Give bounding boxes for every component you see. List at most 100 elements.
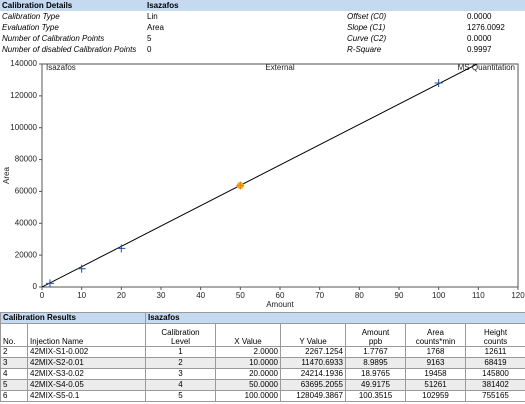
result-cell: 5 <box>0 379 28 391</box>
result-cell: 2.0000 <box>215 346 281 358</box>
column-header-line: Height <box>483 328 508 337</box>
result-cell: 20.0000 <box>215 368 281 380</box>
y-tick-label: 20000 <box>15 250 38 259</box>
plot-frame <box>41 63 519 288</box>
point-cross <box>77 264 86 273</box>
section-title: Calibration Results <box>0 312 146 324</box>
column-header-row: No. Injection Name Calibration Level X Value… <box>0 323 525 347</box>
result-cell: 42MIX-S5-0.1 <box>27 390 146 402</box>
x-tick-label: 70 <box>315 291 324 300</box>
detail-row: Number of Calibration Points 5 Curve (C2) 0… <box>0 33 525 44</box>
column-header: Injection Name <box>27 323 146 347</box>
x-tick-label: 60 <box>276 291 285 300</box>
data-point <box>236 181 245 190</box>
result-cell: 1768 <box>405 346 466 358</box>
result-row: 6 42MIX-S5-0.1 5 100.0000 128049.3867 100.351… <box>0 390 525 402</box>
data-point <box>434 79 443 88</box>
result-cell: 6 <box>0 390 28 402</box>
result-cell: 9163 <box>405 357 466 369</box>
column-header-line: counts <box>483 337 508 346</box>
column-header: Amount ppb <box>345 323 406 347</box>
point-cross <box>434 79 443 88</box>
column-header-line: No. <box>3 337 16 346</box>
result-cell: 145800 <box>464 368 525 380</box>
detail-label: Curve (C2) <box>347 33 387 43</box>
column-header-line: Y Value <box>299 337 327 346</box>
point-cross <box>45 279 54 288</box>
detail-label: Evaluation Type <box>2 22 59 32</box>
result-cell: 50.0000 <box>215 379 281 391</box>
y-tick-label: 60000 <box>15 187 38 196</box>
chart-subtitle: External <box>265 63 295 72</box>
x-tick-label: 90 <box>395 291 404 300</box>
point-cross <box>117 244 126 253</box>
x-tick-label: 30 <box>157 291 166 300</box>
x-tick-label: 110 <box>472 291 485 300</box>
detail-row: Calibration Type Lin Offset (C0) 0.0000 <box>0 11 525 22</box>
detail-label: Calibration Type <box>2 11 60 21</box>
detail-value: Lin <box>147 11 158 21</box>
column-header: X Value <box>215 323 281 347</box>
chart-title: Isazafos <box>46 63 76 72</box>
detail-value: 5 <box>147 33 152 43</box>
result-cell: 5 <box>145 390 216 402</box>
data-point <box>45 279 54 288</box>
result-cell: 755165 <box>464 390 525 402</box>
detail-value: 1276.0092 <box>467 22 505 32</box>
x-tick-label: 50 <box>236 291 245 300</box>
detail-value: Area <box>147 22 164 32</box>
result-cell: 381402 <box>464 379 525 391</box>
column-header: No. <box>0 323 28 347</box>
data-point <box>117 244 126 253</box>
result-cell: 2 <box>0 346 28 358</box>
x-tick-label: 40 <box>196 291 205 300</box>
column-header: Calibration Level <box>145 323 216 347</box>
result-cell: 3 <box>145 368 216 380</box>
y-tick-label: 80000 <box>15 155 38 164</box>
column-header-line: X Value <box>234 337 262 346</box>
result-cell: 4 <box>0 368 28 380</box>
detail-row: Number of disabled Calibration Points 0 R-… <box>0 44 525 55</box>
result-row: 5 42MIX-S4-0.05 4 50.0000 63695.2055 49.9175 5… <box>0 379 525 391</box>
result-cell: 128049.3867 <box>280 390 346 402</box>
y-axis-label: Area <box>2 167 11 184</box>
result-row: 2 42MIX-S1-0.002 1 2.0000 2267.1254 1.7767 176… <box>0 346 525 358</box>
result-cell: 2267.1254 <box>280 346 346 358</box>
column-header-line: Area <box>427 328 444 337</box>
detail-label: Number of disabled Calibration Points <box>2 44 137 54</box>
result-cell: 1 <box>145 346 216 358</box>
result-cell: 49.9175 <box>345 379 406 391</box>
y-tick-label: 40000 <box>15 218 38 227</box>
compound: Isazafos <box>145 0 525 11</box>
result-cell: 24214.1936 <box>280 368 346 380</box>
result-cell: 102959 <box>405 390 466 402</box>
x-tick-label: 10 <box>77 291 86 300</box>
detail-label: Slope (C1) <box>347 22 386 32</box>
result-cell: 18.9765 <box>345 368 406 380</box>
column-header: Height counts <box>464 323 525 347</box>
result-cell: 19458 <box>405 368 466 380</box>
column-header: Y Value <box>280 323 346 347</box>
result-cell: 100.0000 <box>215 390 281 402</box>
result-cell: 42MIX-S4-0.05 <box>27 379 146 391</box>
calibration-details: Calibration Details Isazafos Calibration T… <box>0 0 525 55</box>
x-tick-label: 100 <box>432 291 446 300</box>
column-header-line: Calibration <box>161 328 200 337</box>
detail-row: Evaluation Type Area Slope (C1) 1276.0092 <box>0 22 525 33</box>
column-header-line: Injection Name <box>30 337 84 346</box>
result-cell: 3 <box>0 357 28 369</box>
result-cell: 68419 <box>464 357 525 369</box>
detail-value: 0.0000 <box>467 33 492 43</box>
detail-value: 0.0000 <box>467 11 492 21</box>
y-tick-label: 100000 <box>10 123 37 132</box>
detail-label: R-Square <box>347 44 382 54</box>
result-cell: 8.9895 <box>345 357 406 369</box>
result-cell: 63695.2055 <box>280 379 346 391</box>
result-cell: 42MIX-S2-0.01 <box>27 357 146 369</box>
y-tick-label: 140000 <box>10 59 37 68</box>
column-header: Area counts*min <box>405 323 466 347</box>
result-cell: 51261 <box>405 379 466 391</box>
y-tick-label: 0 <box>33 282 38 291</box>
y-tick-label: 120000 <box>10 91 37 100</box>
